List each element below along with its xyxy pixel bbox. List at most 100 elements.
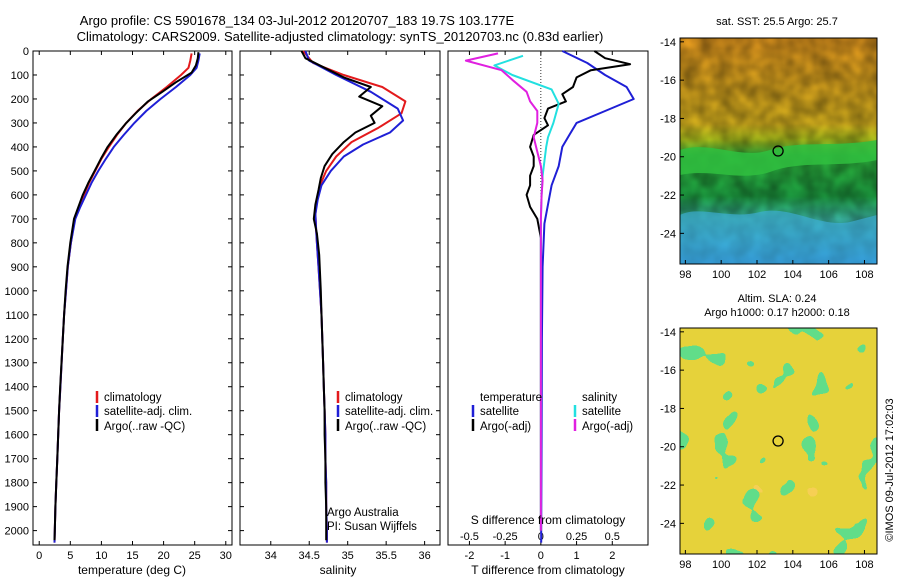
sst-front-band (680, 140, 877, 176)
x-tick-label: 20 (157, 550, 169, 562)
lat-tick-label: -20 (660, 152, 676, 164)
legend-label-s-argo: Argo(-adj) (582, 421, 633, 433)
s-tick-label: 0.25 (566, 531, 587, 543)
depth-tick-label: 400 (11, 142, 29, 154)
lon-tick-label: 108 (855, 269, 873, 281)
lat-tick-label: -20 (660, 442, 676, 454)
lat-tick-label: -24 (660, 518, 676, 530)
legend-label-satellite: satellite-adj. clim. (104, 406, 192, 418)
depth-tick-label: 100 (11, 70, 29, 82)
s-tick-label: 0.5 (605, 531, 620, 543)
sst-map-title: sat. SST: 25.5 Argo: 25.7 (716, 16, 838, 28)
temperature-series (53, 52, 201, 543)
temperature-depth-ticks: 0 100 200 300 400 500 600 700 800 900 1000 1100 1200… (5, 46, 232, 538)
legend-label-argo: Argo(..raw -QC) (345, 421, 426, 433)
depth-tick-label: 1500 (5, 406, 29, 418)
depth-tick-label: 1800 (5, 478, 29, 490)
lon-tick-label: 104 (784, 559, 802, 571)
depth-tick-label: 2000 (5, 526, 29, 538)
temperature-x-ticks: 0 5 10 15 20 25 30 (36, 51, 232, 562)
legend-label-t-argo: Argo(-adj) (480, 421, 531, 433)
lat-tick-label: -14 (660, 327, 676, 339)
legend-header-salinity: salinity (582, 392, 617, 404)
sst-float-marker (772, 145, 784, 157)
x-tick-label: 35.5 (375, 550, 396, 562)
lon-tick-label: 106 (819, 269, 837, 281)
difference-xlabel: T difference from climatology (471, 563, 625, 577)
legend-label-argo: Argo(..raw -QC) (104, 421, 185, 433)
lat-tick-label: -18 (660, 403, 676, 415)
x-tick-label: 0 (538, 550, 544, 562)
lon-tick-label: 100 (712, 559, 730, 571)
lat-tick-label: -24 (660, 228, 676, 240)
difference-panel: -2 -1 0 1 2 -0.5 -0.25 0 0.25 0.5 T difference f… (447, 50, 649, 577)
temperature-legend: climatology satellite-adj. clim. Argo(..… (95, 391, 192, 433)
difference-s-ticks: -0.5 -0.25 0 0.25 0.5 (460, 531, 620, 543)
x-tick-label: 35 (342, 550, 354, 562)
lat-tick-label: -16 (660, 365, 676, 377)
lat-tick-label: -18 (660, 113, 676, 125)
salinity-x-ticks: 34 34.5 35 35.5 36 (265, 51, 431, 562)
salinity-depth-ticks (240, 50, 440, 532)
salinity-legend: climatology satellite-adj. clim. Argo(..… (336, 391, 433, 433)
credit-line2: PI: Susan Wijffels (327, 521, 417, 533)
series-line-salinity-satellite (493, 54, 560, 531)
sla-map-panel: Altim. SLA: 0.24 Argo h1000: 0.17 h2000:… (660, 293, 878, 571)
legend-header-temperature: temperature (480, 392, 542, 404)
depth-tick-label: 800 (11, 238, 29, 250)
temperature-panel: 0100200300400500600700800900100011001200… (5, 46, 233, 577)
sla-lon-ticks: 98 100 102 104 106 108 (679, 550, 874, 571)
series-line-argo-raw-qc- (300, 50, 384, 541)
x-tick-label: 1 (574, 550, 580, 562)
difference-series (464, 50, 635, 543)
depth-tick-label: 600 (11, 190, 29, 202)
depth-tick-label: 200 (11, 94, 29, 106)
sst-lon-ticks: 98 100 102 104 106 108 (679, 260, 874, 281)
sla-map-frame (679, 327, 878, 555)
depth-tick-label: 1300 (5, 358, 29, 370)
salinity-axes-frame (239, 50, 441, 546)
series-line-temperature-satellite (540, 50, 635, 543)
credit-line1: Argo Australia (327, 507, 399, 519)
lon-tick-label: 108 (855, 559, 873, 571)
depth-tick-label: 300 (11, 118, 29, 130)
x-tick-label: 25 (189, 550, 201, 562)
depth-tick-label: 1200 (5, 334, 29, 346)
x-tick-label: 30 (220, 550, 232, 562)
sst-cool-patch (680, 210, 877, 264)
series-line-salinity-argo-adj- (464, 52, 544, 531)
x-tick-label: 2 (609, 550, 615, 562)
x-tick-label: 0 (36, 550, 42, 562)
sla-float-marker (772, 435, 784, 447)
depth-tick-label: 1700 (5, 454, 29, 466)
lat-tick-label: -14 (660, 37, 676, 49)
sst-map-frame (679, 37, 878, 265)
x-tick-label: 34.5 (299, 550, 320, 562)
sla-map-subtitle: Argo h1000: 0.17 h2000: 0.18 (704, 307, 850, 319)
lon-tick-label: 102 (748, 559, 766, 571)
depth-tick-label: 1400 (5, 382, 29, 394)
salinity-panel: 34 34.5 35 35.5 36 salinity climatology sate… (239, 50, 441, 577)
difference-legend: temperature salinity satellite Argo(-adj… (471, 392, 633, 433)
lat-tick-label: -22 (660, 480, 676, 492)
s-tick-label: -0.25 (493, 531, 518, 543)
sla-map-title: Altim. SLA: 0.24 (738, 293, 817, 305)
sst-map-panel: sat. SST: 25.5 Argo: 25.7 98 100 102 104 106… (660, 16, 878, 281)
x-tick-label: -1 (500, 550, 510, 562)
lat-tick-label: -16 (660, 75, 676, 87)
lat-tick-label: -22 (660, 190, 676, 202)
depth-tick-label: 1100 (5, 310, 29, 322)
x-tick-label: -2 (465, 550, 475, 562)
sla-lat-ticks: -14 -16 -18 -20 -22 -24 (660, 327, 684, 530)
lon-tick-label: 98 (679, 559, 691, 571)
x-tick-label: 15 (126, 550, 138, 562)
depth-tick-label: 1000 (5, 286, 29, 298)
salinity-series (300, 50, 407, 543)
depth-tick-label: 500 (11, 166, 29, 178)
x-tick-label: 10 (95, 550, 107, 562)
lon-tick-label: 104 (784, 269, 802, 281)
x-tick-label: 34 (265, 550, 277, 562)
difference-x2label: S difference from climatology (471, 513, 626, 527)
x-tick-label: 36 (418, 550, 430, 562)
